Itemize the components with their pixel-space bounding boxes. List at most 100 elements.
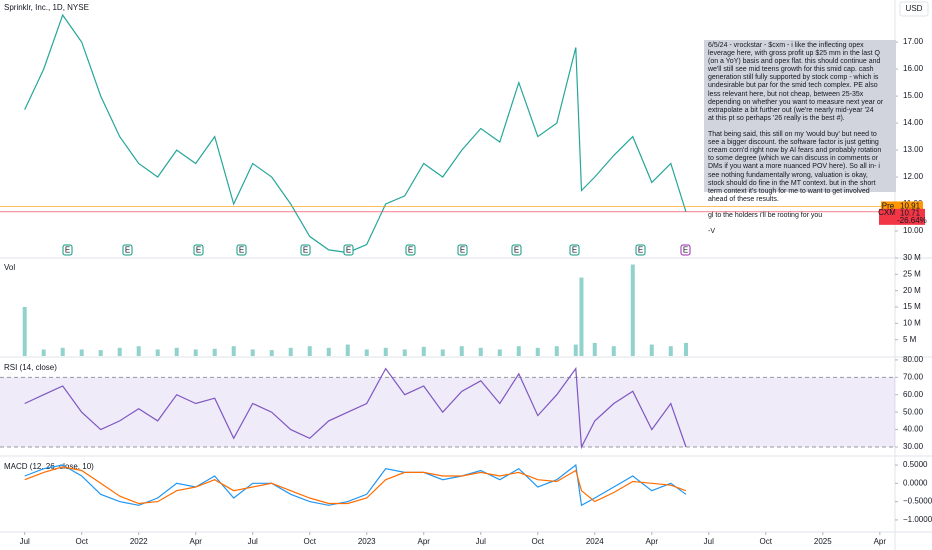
volume-bar	[288, 347, 293, 356]
y-tick-label: 14.00	[903, 118, 924, 127]
earnings-marker-box	[511, 244, 522, 256]
earnings-marker-box	[300, 244, 311, 256]
x-tick-label: 2022	[130, 537, 148, 546]
last-price-box	[895, 208, 925, 225]
note-line	[708, 220, 892, 228]
pre-price: 10.91	[900, 202, 921, 211]
volume-bar	[516, 346, 521, 356]
volume-bar	[41, 349, 46, 356]
note-line: stock should do fine in the MT context. …	[708, 179, 876, 187]
pre-price-box	[895, 201, 923, 211]
volume-bar	[136, 346, 141, 356]
volume-bar	[193, 349, 198, 356]
earnings-marker: E	[303, 246, 308, 255]
pane-title: Vol	[4, 263, 15, 272]
series-line	[24, 463, 687, 507]
x-tick-label: Oct	[75, 537, 88, 546]
y-tick-label: 0.5000	[903, 460, 928, 469]
volume-bar	[231, 346, 236, 356]
x-tick-label: Apr	[418, 537, 431, 546]
earnings-marker: E	[460, 246, 465, 255]
volume-bar	[79, 349, 84, 356]
earnings-marker: E	[683, 246, 688, 255]
note-line: term context it's tough for me to want t…	[708, 187, 870, 195]
x-tick-label: Jul	[476, 537, 486, 546]
earnings-marker-box	[236, 244, 247, 256]
volume-bar	[440, 349, 445, 356]
note-line: generation still fully supported by stoc…	[708, 74, 879, 82]
pre-badge	[881, 201, 895, 211]
volume-bar	[22, 307, 27, 356]
note-line: ahead of these results.	[708, 195, 779, 203]
note-line: That being said, this still on my 'would…	[708, 131, 877, 139]
series-line	[24, 13, 687, 254]
note-line: at this pt so perhaps '26 really is the …	[708, 114, 845, 122]
y-tick-label: 70.00	[903, 372, 924, 381]
earnings-marker-box	[457, 244, 468, 256]
y-tick-label: 17.00	[903, 37, 924, 46]
volume-bar	[592, 342, 597, 356]
volume-bar	[421, 346, 426, 356]
note-line: leverage here, with gross profit up $25 …	[708, 50, 880, 58]
note-line: depending on whether you want to measure…	[708, 98, 884, 106]
y-tick-label: 50.00	[903, 407, 924, 416]
series-line	[24, 366, 687, 450]
y-tick-label: 40.00	[903, 425, 924, 434]
y-tick-label: 30 M	[903, 253, 921, 262]
x-tick-label: Apr	[646, 537, 659, 546]
y-tick-label: 10 M	[903, 318, 921, 327]
volume-bar	[683, 342, 688, 356]
note-line: undesirable but par for the smid tech co…	[708, 82, 878, 90]
y-tick-label: 15.00	[903, 91, 924, 100]
earnings-marker: E	[239, 246, 244, 255]
note-line	[708, 204, 892, 212]
earnings-marker-box	[193, 244, 204, 256]
x-tick-label: Apr	[874, 537, 887, 546]
volume-bar	[579, 277, 584, 356]
note-line: 6/5/24 - vrockstar - $cxm - i like the i…	[708, 42, 864, 49]
currency: USD	[906, 4, 923, 13]
volume-bar	[250, 349, 255, 356]
series-line	[24, 466, 687, 505]
volume-bar	[535, 347, 540, 356]
volume-bar	[383, 347, 388, 356]
y-tick-label: 80.00	[903, 355, 924, 364]
note-line: -V	[708, 228, 715, 236]
x-tick-label: 2024	[586, 537, 604, 546]
ticker: CXM	[878, 208, 896, 217]
volume-bar	[117, 347, 122, 356]
pane-title: RSI (14, close)	[4, 363, 57, 372]
volume-bar	[212, 348, 217, 356]
y-tick-label: 30.00	[903, 442, 924, 451]
earnings-marker: E	[125, 246, 130, 255]
earnings-marker-box	[680, 244, 691, 256]
earnings-marker: E	[572, 246, 577, 255]
y-tick-label: 20 M	[903, 286, 921, 295]
chart-title: Sprinklr, Inc., 1D, NYSE	[4, 3, 89, 12]
note-line	[708, 123, 892, 131]
rsi-band	[0, 377, 895, 447]
volume-bar	[402, 349, 407, 356]
earnings-marker: E	[65, 246, 70, 255]
last-price: 10.71	[900, 208, 921, 217]
earnings-marker: E	[514, 246, 519, 255]
note-line: extrapolate a bit further out (we're nea…	[708, 106, 874, 114]
volume-bar	[174, 347, 179, 356]
volume-bar	[307, 346, 312, 356]
x-tick-label: Jul	[248, 537, 258, 546]
volume-bar	[630, 264, 635, 356]
note-line: gl to the holders i'll be rooting for yo…	[708, 211, 823, 219]
x-tick-label: 2025	[814, 537, 832, 546]
earnings-marker: E	[408, 246, 413, 255]
pane-title: MACD (12, 26, close, 10)	[4, 462, 94, 471]
earnings-marker-box	[62, 244, 73, 256]
volume-bar	[554, 346, 559, 356]
note: 6/5/24 - vrockstar - $cxm - i like the i…	[704, 40, 896, 235]
y-tick-label: 60.00	[903, 390, 924, 399]
volume-bar	[60, 347, 65, 356]
x-tick-label: Oct	[760, 537, 773, 546]
note-line: (on a YoY) basis and opex flat. this sho…	[708, 58, 881, 66]
ticker-badge	[879, 208, 895, 225]
earnings-marker: E	[196, 246, 201, 255]
note-line: see nothing fundamentally wrong, valuati…	[708, 171, 868, 179]
